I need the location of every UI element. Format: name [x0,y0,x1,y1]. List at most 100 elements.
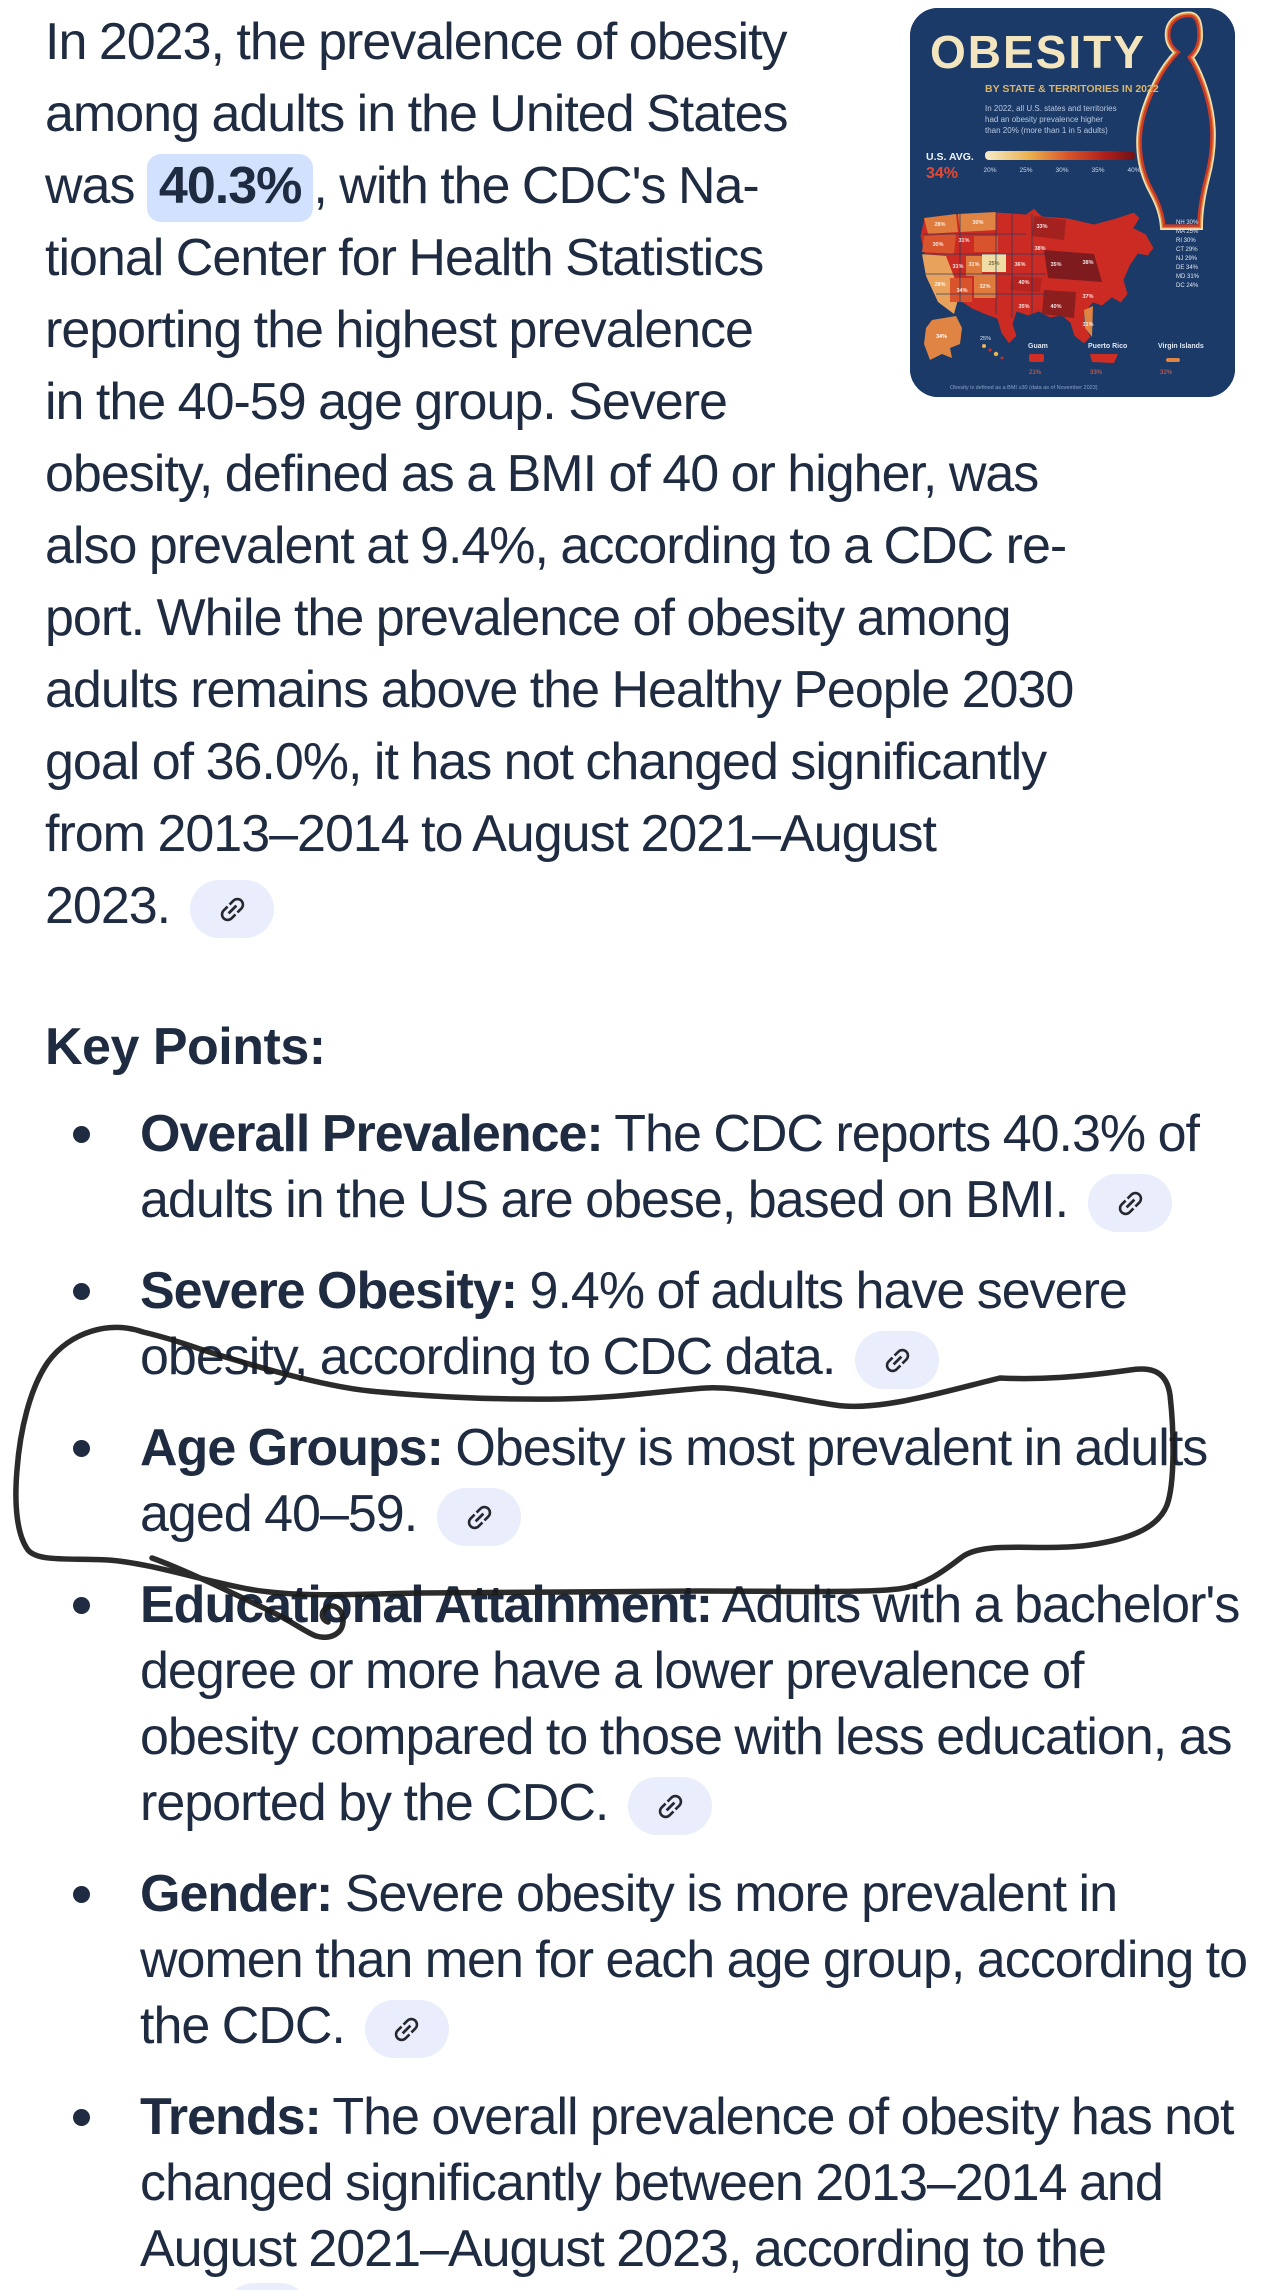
state-label: 25% [988,261,999,267]
northeast-states-list: NH 30% MA 25% RI 30% CT 29% NJ 29% DE 34… [1176,220,1200,289]
ne-state-row: MD 31% [1176,274,1200,280]
territories-row: 34% 25% Guam 21% Puerto Rico 33% Virgin … [924,316,1204,376]
ne-state-row: DC 24% [1176,283,1199,289]
key-point-line: changed significantly between 2013–2014 … [140,2154,1164,2212]
infographic-note-line: than 20% (more than 1 in 5 adults) [985,126,1108,135]
bullet-dot [73,2109,90,2126]
state-label: 36% [1014,262,1025,268]
infographic-subtitle: BY STATE & TERRITORIES IN 2022 [985,83,1159,95]
intro-line: from 2013–2014 to August 2021–August [45,805,937,863]
link-icon [885,1348,910,1373]
legend-tick: 20% [983,167,996,174]
state-label: 35% [1050,262,1061,268]
key-point-line: aged 40–59. [140,1481,1256,1547]
legend-tick: 40% [1127,167,1140,174]
intro-line: 2023. [45,870,1256,942]
intro-paragraph: In 2023, the prevalence of obesity among … [0,0,1284,942]
intro-line: also prevalent at 9.4%, according to a C… [45,517,1067,575]
ne-state-row: CT 29% [1176,247,1198,253]
bullet-dot [73,1440,90,1457]
state-label: 30% [932,242,943,248]
bullet-dot [73,1126,90,1143]
state-label: 40% [1050,304,1061,310]
intro-line: among adults in the United States [45,85,788,143]
key-point-line: women than men for each age group, accor… [140,1931,1248,1989]
legend-tick: 35% [1091,167,1104,174]
state-label: 32% [979,284,990,290]
key-point-lead: Overall Prevalence: [140,1105,604,1163]
key-point-lead: Educational Attainment: [140,1576,713,1634]
state-label: 28% [934,222,945,228]
guam-label: Guam [1028,343,1048,350]
legend-ticks: 20% 25% 30% 35% 40% [983,167,1140,174]
infographic-note-line: In 2022, all U.S. states and territories [985,104,1117,113]
bullet-dot [73,1597,90,1614]
us-choropleth-map: 28% 30% 30% 31% 28% 31% 31% 25% 34% 32% … [919,207,1155,345]
infographic-title: OBESITY [930,26,1146,78]
key-point-line: obesity compared to those with less educ… [140,1708,1233,1766]
key-points-heading: Key Points: [45,1018,326,1076]
intro-line: adults remains above the Healthy People … [45,661,1074,719]
state-label: 34% [956,288,967,294]
key-point-item: Gender: Severe obesity is more prevalent… [45,1861,1256,2059]
key-point-line: Severe Obesity: 9.4% of adults have seve… [140,1262,1128,1320]
state-label: 31% [968,262,979,268]
legend-gradient-bar [985,151,1135,160]
intro-line: tional Center for Health Statistics [45,229,764,287]
state-label: 31% [952,264,963,270]
alaska-value: 34% [936,334,947,340]
ne-state-row: RI 30% [1176,238,1196,244]
key-point-lead: Severe Obesity: [140,1262,518,1320]
key-point-item: Trends: The overall prevalence of obesit… [45,2084,1256,2282]
state-label: 33% [1036,224,1047,230]
intro-line: goal of 36.0%, it has not changed signif… [45,733,1047,791]
link-icon [467,1505,491,1530]
key-point-line: Overall Prevalence: The CDC reports 40.3… [140,1105,1200,1163]
obesity-map-infographic: OBESITY BY STATE & TERRITORIES IN 2022 I… [910,8,1235,397]
highlighted-stat: 40.3% [146,154,314,222]
infographic-thumbnail[interactable]: OBESITY BY STATE & TERRITORIES IN 2022 I… [910,8,1235,397]
ne-state-row: NH 30% [1176,220,1199,226]
state-value-labels: 28% 30% 30% 31% 28% 31% 31% 25% 34% 32% … [932,220,1093,328]
text-run: was [45,157,147,215]
infographic-footnote: Obesity is defined as a BMI ≥30 (data as… [950,385,1098,391]
state-label: 38% [1082,260,1093,266]
ne-state-row: MA 25% [1176,229,1199,235]
puerto-rico-value: 33% [1090,370,1103,376]
link-icon [220,897,244,922]
guam-value: 21% [1029,370,1042,376]
citation-link-chip[interactable] [855,1331,940,1390]
citation-link-chip[interactable] [190,880,275,939]
citation-link-chip[interactable] [364,2000,449,2059]
key-point-item: Severe Obesity: 9.4% of adults have seve… [45,1258,1256,1390]
intro-line: port. While the prevalence of obesity am… [45,589,1012,647]
state-label: 30% [972,220,983,226]
state-label: 28% [934,282,945,288]
key-point-line: obesity, according to CDC data. [140,1324,1256,1390]
state-label: 35% [1018,304,1029,310]
intro-line: in the 40-59 age group. Severe [45,373,728,431]
key-point-line: reported by the CDC. [140,1770,1256,1836]
citation-link-chip[interactable] [628,1777,713,1836]
bullet-dot [73,1283,90,1300]
key-point-item: Overall Prevalence: The CDC reports 40.3… [45,1101,1256,1233]
key-point-line: degree or more have a lower prevalence o… [140,1642,1084,1700]
virgin-islands-label: Virgin Islands [1158,343,1204,350]
state-label: 31% [1082,322,1093,328]
key-point-lead: Age Groups: [140,1419,444,1477]
citation-link-chip[interactable] [437,1488,522,1547]
text-run: , with the CDC's Na- [313,157,759,215]
citation-link-chip[interactable] [225,2283,309,2290]
link-icon [658,1794,683,1819]
key-points-list: Overall Prevalence: The CDC reports 40.3… [0,1101,1284,2282]
us-avg-value: 34% [926,165,958,182]
citation-link-chip[interactable] [1088,1174,1173,1233]
state-label: 37% [1082,294,1093,300]
ne-state-row: NJ 29% [1176,256,1198,262]
intro-line: reporting the highest prevalence [45,301,754,359]
key-point-item: Age Groups: Obesity is most prevalent in… [45,1415,1256,1547]
key-point-line: the CDC. [140,1993,1256,2059]
intro-line: In 2023, the prevalence of obesity [45,13,788,71]
link-icon [1118,1191,1142,1216]
link-icon [395,2017,419,2042]
